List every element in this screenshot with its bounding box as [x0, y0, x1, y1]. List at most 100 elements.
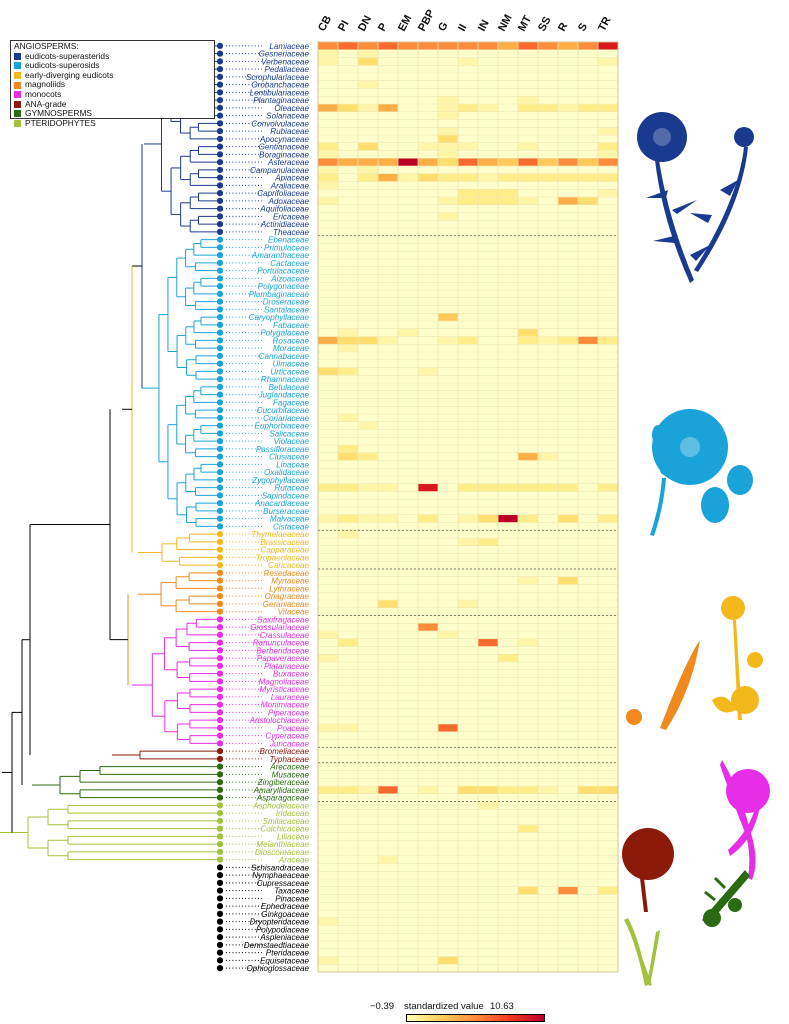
- tip-marker: [216, 469, 224, 476]
- family-label: Vitaceae: [278, 608, 310, 617]
- heatmap-cell: Gentianaceae / TR: [598, 143, 618, 151]
- family-label: Ulmaceae: [273, 360, 310, 369]
- tip-marker: [216, 631, 224, 638]
- heatmap-cell: Malvaceae / TR: [598, 515, 618, 523]
- tip-marker: [216, 724, 224, 731]
- tip-marker: [216, 337, 224, 344]
- family-label: Cucurbitaceae: [257, 406, 310, 415]
- family-label: Berberidaceae: [256, 646, 309, 655]
- family-label: Pteridaceae: [266, 949, 310, 958]
- family-label: Schisandraceae: [251, 863, 310, 872]
- heatmap-cell: Adoxaceae / G: [438, 197, 458, 205]
- heatmap-cell: Gentianaceae / II: [458, 143, 478, 151]
- tip-marker: [216, 376, 224, 383]
- family-label: Cistaceae: [273, 522, 309, 531]
- tip-marker: [216, 903, 224, 910]
- legend-label: ANA-grade: [25, 98, 67, 109]
- tip-marker: [216, 693, 224, 700]
- legend-item: eudicots-superasterids: [14, 51, 211, 62]
- tip-marker: [216, 329, 224, 336]
- family-label: Papaveraceae: [257, 654, 310, 663]
- heatmap-cell: Rubiaceae / TR: [598, 127, 618, 135]
- heatmap-cell: Amaryllidaceae / II: [458, 786, 478, 794]
- tip-marker: [216, 910, 224, 917]
- family-label: Equisetaceae: [260, 956, 310, 965]
- heatmap-cell: Oleaceae / II: [458, 104, 478, 112]
- family-label: Poaceae: [277, 724, 309, 733]
- tip-marker: [216, 228, 224, 235]
- heatmap-cell: Clusiaceae / SS: [538, 453, 558, 461]
- family-label: Myristicaceae: [260, 685, 310, 694]
- column-header: II: [456, 22, 469, 33]
- family-label: Lentibulariaceae: [250, 88, 310, 97]
- heatmap-cell: Oleaceae / MT: [518, 104, 538, 112]
- tip-marker: [216, 321, 224, 328]
- heatmap-cell: Lamiaceae / R: [558, 42, 578, 50]
- heatmap-cell: Ranunculaceae / PI: [338, 639, 358, 647]
- family-label: Cactaceae: [270, 259, 309, 268]
- family-label: Colchicaceae: [260, 825, 309, 834]
- heatmap-cell: Lamiaceae / NM: [498, 42, 518, 50]
- heatmap-cell: Rosaceae / II: [458, 336, 478, 344]
- heatmap-cell: Verbenaceae / DN: [358, 57, 378, 65]
- tip-marker: [216, 686, 224, 693]
- heatmap-cell: Caprifoliaceae / TR: [598, 189, 618, 197]
- tip-marker: [216, 89, 224, 96]
- tip-marker: [216, 748, 224, 755]
- tip-marker: [216, 453, 224, 460]
- tip-marker: [216, 616, 224, 623]
- legend-item: ANA-grade: [14, 98, 211, 110]
- family-label: Polygonaceae: [258, 282, 310, 291]
- tip-marker: [216, 647, 224, 654]
- tip-marker: [216, 399, 224, 406]
- family-label: Ranunculaceae: [253, 639, 310, 648]
- family-label: Fabaceae: [273, 321, 309, 330]
- tip-marker: [216, 918, 224, 925]
- legend-item: monocots: [14, 89, 211, 100]
- heatmap-cell: Rutaceae / DN: [358, 484, 378, 492]
- family-label: Burseraceae: [263, 507, 309, 516]
- heatmap-cell: Malvaceae / MT: [518, 515, 538, 523]
- heatmap-cell: Apiaceae / DN: [358, 174, 378, 182]
- tip-marker: [216, 414, 224, 421]
- family-label: Sapindaceae: [262, 491, 310, 500]
- flower-silhouette-blue: [637, 112, 754, 283]
- heatmap-cell: Plantaginaceae / MT: [518, 96, 538, 104]
- heatmap-cell: Gesneriaceae / DN: [358, 50, 378, 58]
- family-label: Plumbaginaceae: [249, 290, 310, 299]
- heatmap-cell: Asphodelaceae / IN: [478, 801, 498, 809]
- family-label: Actinidiaceae: [260, 220, 310, 229]
- family-label: Monimiaceae: [261, 701, 310, 710]
- tip-marker: [216, 438, 224, 445]
- heatmap-cell: Brassicaceae / IN: [478, 538, 498, 546]
- heatmap-cell: Oleaceae / DN: [358, 104, 378, 112]
- heatmap-cell: Crassulaceae / CB: [318, 631, 338, 639]
- family-label: Malvaceae: [270, 515, 310, 524]
- heatmap-cell: Adoxaceae / CB: [318, 197, 338, 205]
- family-label: Asparagaceae: [256, 794, 310, 803]
- family-label: Dioscoreaceae: [255, 848, 309, 857]
- tip-marker: [216, 128, 224, 135]
- legend-swatch: [14, 72, 21, 80]
- family-label: Buxaceae: [273, 670, 309, 679]
- tip-marker: [216, 476, 224, 483]
- tip-marker: [216, 104, 224, 111]
- tip-marker: [216, 926, 224, 933]
- heatmap-cell: Amaryllidaceae / S: [578, 786, 598, 794]
- heatmap-cell: Amaryllidaceae / MT: [518, 786, 538, 794]
- tip-marker: [216, 779, 224, 786]
- tip-marker: [216, 252, 224, 259]
- tip-marker: [216, 484, 224, 491]
- family-label: Polypodiaceae: [256, 925, 310, 934]
- heatmap-cell: Asteraceae / IN: [478, 158, 498, 166]
- family-label: Gesneriaceae: [259, 50, 310, 59]
- column-header: MT: [516, 14, 534, 34]
- heatmap-cell: Asteraceae / PBP: [418, 158, 438, 166]
- legend-item: early-diverging eudicots: [14, 70, 211, 81]
- lily-pad-silhouette: [622, 828, 674, 912]
- heatmap-cell: Oleaceae / CB: [318, 104, 338, 112]
- tip-marker: [216, 562, 224, 569]
- heatmap-cell: Polygalaceae / PI: [338, 329, 358, 337]
- legend-title: ANGIOSPERMS:: [14, 41, 79, 51]
- legend-swatch: [14, 120, 21, 128]
